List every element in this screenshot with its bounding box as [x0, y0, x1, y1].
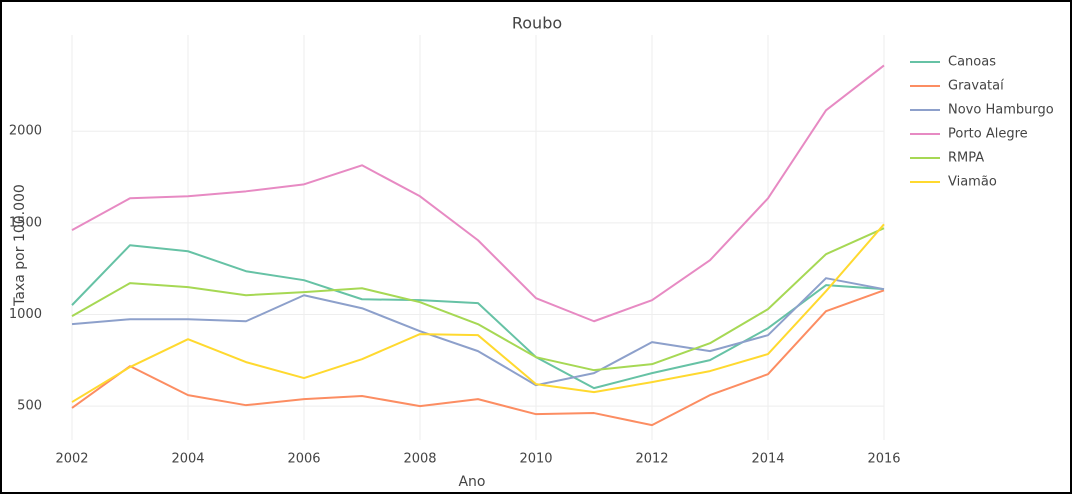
x-tick-label: 2012	[635, 452, 668, 467]
x-tick-label: 2014	[751, 452, 784, 467]
y-axis-label: Taxa por 100.000	[12, 184, 28, 307]
x-tick-label: 2008	[403, 452, 436, 467]
series-line	[71, 289, 885, 427]
chart-title: Roubo	[512, 14, 562, 33]
x-tick-label: 2016	[867, 452, 900, 467]
legend-label: Gravataí	[948, 79, 1004, 94]
legend-label: Canoas	[948, 55, 996, 70]
y-tick-label: 1500	[9, 215, 42, 230]
legend-label: Porto Alegre	[948, 127, 1028, 142]
x-tick-label: 2004	[171, 452, 204, 467]
x-tick-label: 2006	[287, 452, 320, 467]
x-tick-label: 2002	[55, 452, 88, 467]
legend-label: RMPA	[948, 151, 984, 166]
x-axis-label: Ano	[458, 474, 485, 490]
series-line	[71, 64, 885, 323]
x-tick-label: 2010	[519, 452, 552, 467]
legend-label: Novo Hamburgo	[948, 103, 1054, 118]
series-line	[71, 277, 885, 387]
series-line	[71, 227, 885, 372]
y-tick-label: 1000	[9, 307, 42, 322]
legend-label: Viamão	[948, 175, 997, 190]
y-tick-label: 500	[17, 399, 42, 414]
y-tick-label: 2000	[9, 124, 42, 139]
series-line	[71, 223, 885, 403]
series-line	[71, 244, 885, 390]
